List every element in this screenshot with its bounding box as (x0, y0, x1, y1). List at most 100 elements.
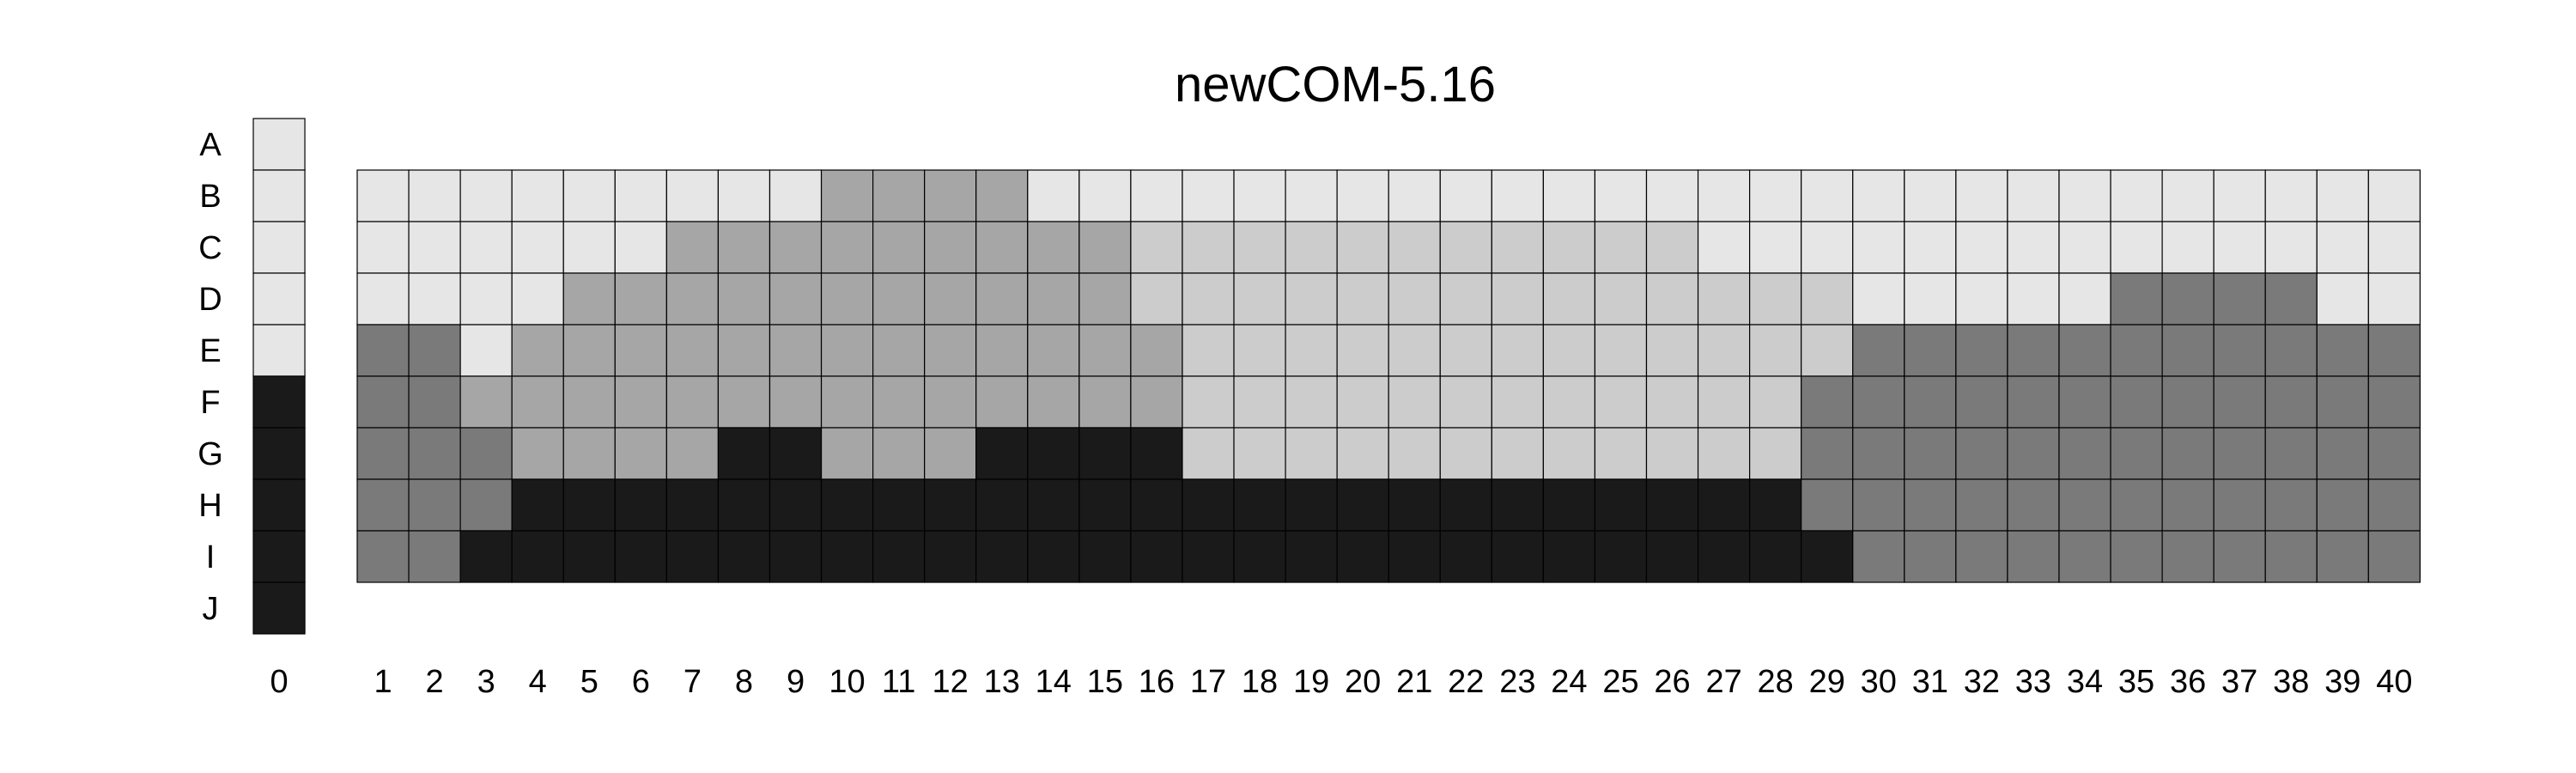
column-label-39: 39 (2324, 664, 2360, 700)
grid-cell-i-30 (1852, 530, 1905, 583)
grid-cell-h-5 (562, 478, 616, 532)
grid-cell-d-26 (1645, 272, 1699, 326)
grid-cell-i-7 (665, 530, 720, 583)
grid-cell-f-15 (1078, 375, 1132, 429)
column-label-31: 31 (1912, 664, 1948, 700)
grid-cell-h-19 (1285, 478, 1338, 532)
grid-cell-g-17 (1182, 427, 1235, 480)
grid-cell-c-4 (511, 221, 564, 274)
grid-cell-b-12 (924, 169, 977, 222)
grid-cell-c-14 (1027, 221, 1080, 274)
column-label-22: 22 (1448, 664, 1484, 700)
grid-cell-e-6 (614, 324, 667, 377)
grid-cell-h-15 (1078, 478, 1132, 532)
grid-cell-h-11 (872, 478, 926, 532)
grid-cell-i-22 (1439, 530, 1492, 583)
grid-cell-d-20 (1336, 272, 1389, 326)
grid-cell-d-18 (1233, 272, 1286, 326)
grid-cell-g-16 (1130, 427, 1183, 480)
grid-cell-d-19 (1285, 272, 1338, 326)
grid-cell-c-1 (356, 221, 410, 274)
grid-cell-i-27 (1697, 530, 1751, 583)
grid-cell-i-33 (2007, 530, 2060, 583)
grid-cell-b-33 (2007, 169, 2060, 222)
grid-cell-i-15 (1078, 530, 1132, 583)
grid-cell-c-37 (2213, 221, 2266, 274)
column-label-7: 7 (683, 664, 702, 700)
grid-cell-d-14 (1027, 272, 1080, 326)
grid-cell-g-29 (1801, 427, 1854, 480)
grid-cell-g-35 (2110, 427, 2163, 480)
grid-cell-g-23 (1491, 427, 1544, 480)
grid-cell-g-20 (1336, 427, 1389, 480)
grid-cell-i-24 (1542, 530, 1596, 583)
grid-cell-e-38 (2264, 324, 2318, 377)
grid-cell-c-9 (769, 221, 823, 274)
grid-cell-e-12 (924, 324, 977, 377)
column-label-27: 27 (1705, 664, 1741, 700)
column-label-38: 38 (2273, 664, 2309, 700)
grid-cell-b-7 (665, 169, 720, 222)
column-label-16: 16 (1139, 664, 1175, 700)
grid-cell-h-38 (2264, 478, 2318, 532)
grid-cell-i-38 (2264, 530, 2318, 583)
grid-cell-d-40 (2367, 272, 2421, 326)
grid-cell-c-25 (1594, 221, 1648, 274)
grid-cell-e-5 (562, 324, 616, 377)
grid-cell-i-25 (1594, 530, 1648, 583)
grid-cell-e-25 (1594, 324, 1648, 377)
grid-cell-h-26 (1645, 478, 1699, 532)
grid-cell-b-21 (1388, 169, 1441, 222)
grid-cell-b-22 (1439, 169, 1492, 222)
grid-cell-d-16 (1130, 272, 1183, 326)
grid-cell-i-20 (1336, 530, 1389, 583)
grid-cell-f-12 (924, 375, 977, 429)
grid-cell-e-31 (1904, 324, 1957, 377)
grid-cell-i-29 (1801, 530, 1854, 583)
grid-cell-e-15 (1078, 324, 1132, 377)
grid-cell-f-38 (2264, 375, 2318, 429)
grid-cell-g-32 (1955, 427, 2008, 480)
grid-cell-i-3 (459, 530, 513, 583)
grid-cell-g-18 (1233, 427, 1286, 480)
grid-cell-b-5 (562, 169, 616, 222)
grid-cell-c-40 (2367, 221, 2421, 274)
grid-cell-h-25 (1594, 478, 1648, 532)
grid-cell-d-1 (356, 272, 410, 326)
grid-cell-d-15 (1078, 272, 1132, 326)
grid-cell-d-22 (1439, 272, 1492, 326)
grid-cell-g-1 (356, 427, 410, 480)
grid-cell-b-25 (1594, 169, 1648, 222)
grid-cell-b-9 (769, 169, 823, 222)
grid-cell-d-9 (769, 272, 823, 326)
grid-cell-b-26 (1645, 169, 1699, 222)
grid-cell-e-27 (1697, 324, 1751, 377)
grid-cell-f-16 (1130, 375, 1183, 429)
grid-cell-h-7 (665, 478, 720, 532)
grid-cell-e-8 (717, 324, 771, 377)
grid-cell-g-12 (924, 427, 977, 480)
grid-cell-i-39 (2316, 530, 2369, 583)
grid-cell-e-36 (2161, 324, 2215, 377)
grid-cell-b-30 (1852, 169, 1905, 222)
grid-cell-d-35 (2110, 272, 2163, 326)
grid-cell-d-29 (1801, 272, 1854, 326)
grid-cell-f-40 (2367, 375, 2421, 429)
grid-cell-d-12 (924, 272, 977, 326)
grid-cell-d-37 (2213, 272, 2266, 326)
grid-cell-i-10 (820, 530, 874, 583)
heatmap-grid (356, 169, 2421, 583)
grid-cell-f-23 (1491, 375, 1544, 429)
grid-cell-i-36 (2161, 530, 2215, 583)
grid-cell-g-13 (975, 427, 1029, 480)
reference-cell-e (252, 324, 306, 377)
grid-cell-b-11 (872, 169, 926, 222)
grid-cell-f-20 (1336, 375, 1389, 429)
grid-cell-g-9 (769, 427, 823, 480)
grid-cell-d-13 (975, 272, 1029, 326)
column-label-4: 4 (529, 664, 547, 700)
grid-cell-c-24 (1542, 221, 1596, 274)
grid-cell-e-19 (1285, 324, 1338, 377)
column-label-6: 6 (632, 664, 650, 700)
grid-cell-e-23 (1491, 324, 1544, 377)
